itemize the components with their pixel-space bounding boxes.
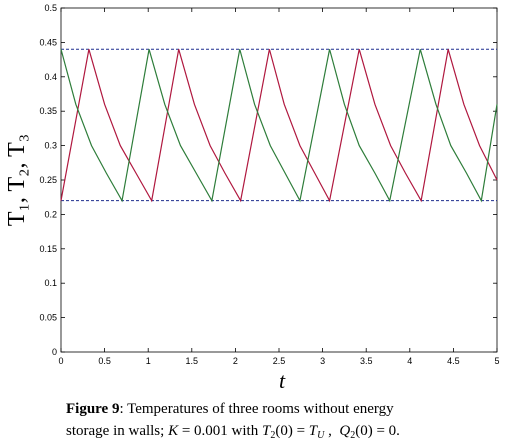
x-tick-label: 1.5 xyxy=(186,356,199,366)
y-tick-label: 0.25 xyxy=(39,175,57,185)
caption: storage in walls; K = 0.001 with T2(0) =… xyxy=(66,423,400,441)
caption-segment: (0) = 0. xyxy=(355,423,400,439)
plot-frame xyxy=(60,7,498,353)
x-tick-label: 3.5 xyxy=(360,356,373,366)
x-tick-label: 1 xyxy=(146,356,151,366)
y-tick-label: 0.35 xyxy=(39,106,57,116)
x-tick-label: 4.5 xyxy=(447,356,460,366)
y-tick-label: 0.15 xyxy=(39,244,57,254)
data-line xyxy=(60,49,498,203)
x-tick-label: 2.5 xyxy=(273,356,286,366)
caption-segment: Q xyxy=(339,423,350,439)
y-tick-label: 0.45 xyxy=(39,37,57,47)
x-tick-label: 4 xyxy=(407,356,412,366)
data-line xyxy=(60,49,498,203)
x-tick-label: 0 xyxy=(58,356,63,366)
caption-segment: 2 xyxy=(350,430,355,441)
y-tick-label: 0.3 xyxy=(44,141,57,151)
caption-segment: , xyxy=(324,423,339,439)
x-axis-label: t xyxy=(279,368,286,393)
caption-segment: 2 xyxy=(270,430,275,441)
caption-segment: U xyxy=(317,430,325,441)
caption-segment: (0) = xyxy=(275,423,308,439)
y-tick-label: 0.2 xyxy=(44,209,57,219)
caption-segment: storage in walls; xyxy=(66,423,168,439)
caption: Figure 9: Temperatures of three rooms wi… xyxy=(66,401,394,417)
x-tick-label: 3 xyxy=(320,356,325,366)
x-tick-label: 0.5 xyxy=(98,356,111,366)
x-tick-label: 2 xyxy=(233,356,238,366)
y-tick-label: 0.4 xyxy=(44,72,57,82)
y-tick-label: 0.05 xyxy=(39,313,57,323)
y-tick-label: 0.1 xyxy=(44,278,57,288)
caption-segment: : Temperatures of three rooms without en… xyxy=(119,401,394,417)
caption-segment: T xyxy=(262,423,272,439)
y-tick-label: 0.5 xyxy=(44,3,57,13)
y-tick-label: 0 xyxy=(52,347,57,357)
caption-segment: K xyxy=(167,423,179,439)
y-axis-label: T₁, T₂, T₃ xyxy=(4,134,30,226)
x-tick-label: 5 xyxy=(494,356,499,366)
caption-segment: = 0.001 with xyxy=(178,423,262,439)
caption-segment: T xyxy=(309,423,319,439)
caption-segment: Figure 9 xyxy=(66,401,119,417)
